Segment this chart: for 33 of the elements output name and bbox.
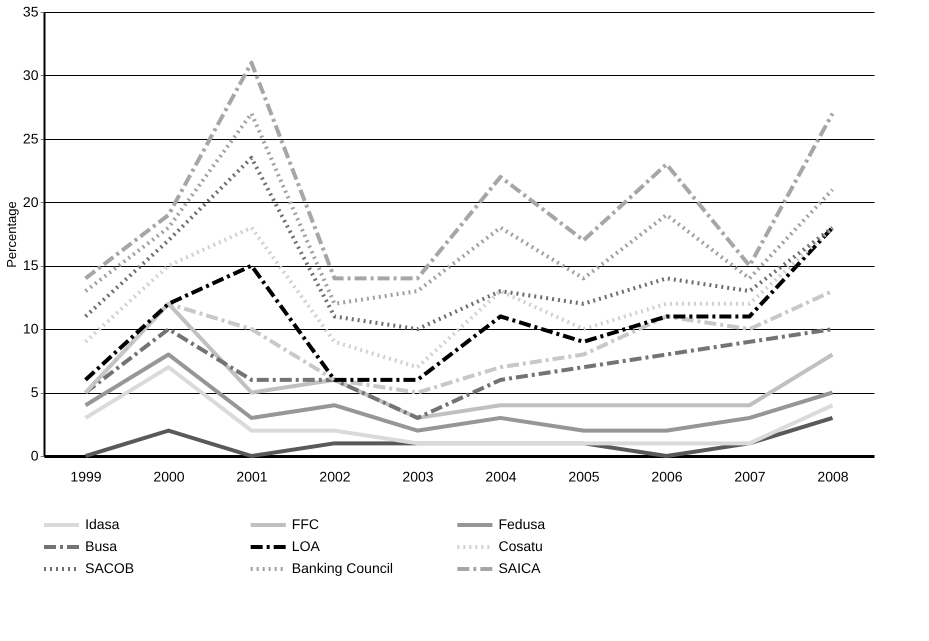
x-tick-label: 2001 — [236, 468, 268, 484]
y-tick-label: 0 — [30, 448, 39, 464]
x-tick-label: 1999 — [70, 468, 102, 484]
y-tick-label: 10 — [22, 320, 39, 337]
y-tick-label: 5 — [30, 384, 39, 400]
legend-label: FFC — [292, 516, 320, 532]
legend-label: Banking Council — [292, 560, 393, 576]
legend-label: Fedusa — [498, 516, 546, 532]
x-tick-label: 2002 — [319, 468, 351, 484]
legend-label: SACOB — [85, 560, 134, 576]
x-tick-label: 2005 — [568, 468, 600, 484]
line-series — [84, 60, 834, 280]
line-series — [84, 352, 834, 433]
x-tick-label: 2006 — [651, 468, 683, 484]
y-tick-label: 35 — [22, 4, 39, 20]
legend-label: Cosatu — [498, 538, 543, 554]
x-tick-label: 2004 — [485, 468, 517, 484]
x-tick-label: 2007 — [734, 468, 766, 484]
y-axis-title: Percentage — [4, 201, 19, 268]
legend-label: LOA — [292, 538, 320, 554]
y-tick-label: 25 — [22, 130, 39, 146]
x-tick-label: 2008 — [817, 468, 849, 484]
x-tick-label: 2000 — [153, 468, 185, 484]
legend-label: SAICA — [498, 560, 542, 576]
legend-label: Busa — [85, 538, 118, 554]
line-series — [84, 156, 834, 332]
y-tick-label: 15 — [22, 257, 39, 274]
y-tick-label: 30 — [22, 66, 39, 83]
x-tick-label: 2003 — [402, 468, 434, 484]
legend-label: Idasa — [85, 516, 120, 532]
line-series — [84, 111, 834, 306]
y-tick-label: 20 — [22, 194, 39, 210]
line-series — [84, 365, 834, 446]
